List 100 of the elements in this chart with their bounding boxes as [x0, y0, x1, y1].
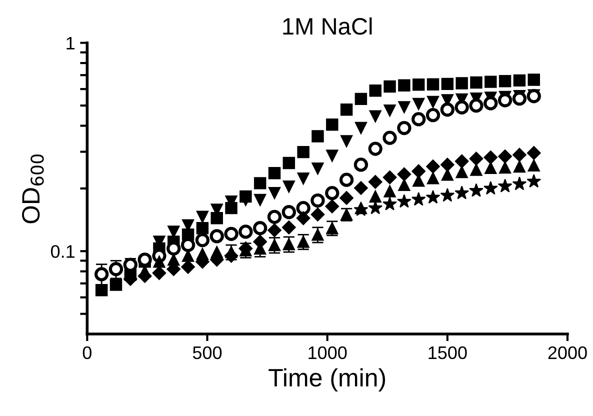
- point: [411, 192, 426, 206]
- point: [340, 191, 354, 205]
- point: [368, 142, 382, 156]
- point: [325, 186, 340, 200]
- point: [440, 188, 455, 202]
- point: [354, 92, 368, 106]
- point: [325, 199, 340, 214]
- point: [95, 284, 108, 296]
- point: [368, 200, 383, 214]
- point: [268, 223, 282, 238]
- y-axis-title: OD$_{600}$: [22, 154, 44, 224]
- point: [397, 194, 412, 208]
- point: [354, 181, 368, 195]
- point: [397, 120, 412, 136]
- point: [326, 150, 338, 162]
- point: [340, 135, 353, 148]
- point: [397, 167, 412, 182]
- point: [470, 164, 482, 176]
- point: [498, 93, 512, 108]
- point: [195, 233, 210, 248]
- point: [354, 158, 368, 172]
- point: [238, 224, 253, 239]
- point: [470, 76, 482, 89]
- point: [297, 146, 310, 158]
- point: [426, 78, 440, 90]
- point: [469, 152, 484, 166]
- point: [498, 178, 512, 192]
- point: [426, 172, 440, 184]
- y-tick-label: 0.1: [50, 245, 74, 258]
- y-tick-label: 1: [66, 36, 74, 50]
- point: [412, 164, 426, 178]
- x-tick-label: 500: [192, 346, 222, 360]
- point: [224, 226, 238, 241]
- point: [456, 166, 468, 178]
- point: [484, 150, 498, 164]
- point: [484, 76, 497, 88]
- point: [454, 100, 469, 114]
- point: [426, 190, 440, 204]
- point: [254, 194, 266, 206]
- point: [526, 146, 541, 160]
- point: [196, 248, 209, 260]
- point: [441, 78, 454, 90]
- point: [210, 246, 223, 258]
- point: [310, 193, 325, 208]
- x-axis-title: Time (min): [268, 368, 386, 392]
- point: [339, 172, 354, 187]
- point: [398, 79, 410, 92]
- point: [382, 130, 397, 145]
- point: [312, 130, 324, 142]
- point: [426, 160, 440, 174]
- point: [498, 149, 512, 164]
- point: [456, 77, 468, 90]
- point: [268, 186, 281, 200]
- point: [340, 104, 353, 116]
- point: [181, 260, 195, 274]
- point: [512, 176, 527, 190]
- point: [196, 222, 209, 234]
- point: [94, 267, 109, 282]
- point: [268, 238, 281, 252]
- point: [513, 160, 526, 173]
- point: [369, 110, 382, 122]
- point: [310, 208, 325, 222]
- point: [426, 96, 440, 108]
- point: [354, 122, 368, 134]
- point: [368, 174, 382, 189]
- point: [512, 148, 526, 162]
- point: [440, 158, 454, 172]
- point: [196, 210, 209, 224]
- x-tick-label: 1500: [428, 346, 467, 360]
- point: [210, 229, 224, 244]
- point: [282, 220, 296, 234]
- point: [296, 200, 310, 216]
- point: [282, 238, 296, 250]
- point: [369, 190, 382, 203]
- point: [513, 74, 526, 87]
- point: [512, 92, 527, 106]
- point: [384, 104, 396, 117]
- point: [268, 166, 281, 180]
- x-tick-label: 2000: [548, 346, 587, 360]
- point: [282, 180, 296, 193]
- point: [253, 221, 268, 236]
- point: [484, 96, 498, 110]
- point: [412, 98, 425, 110]
- point: [312, 162, 324, 175]
- point: [296, 211, 310, 226]
- point: [440, 102, 455, 117]
- point: [498, 75, 512, 88]
- point: [526, 174, 542, 188]
- point: [152, 266, 166, 280]
- point: [412, 112, 426, 126]
- point: [384, 80, 396, 93]
- point: [412, 78, 425, 91]
- chart-title: 1M NaCl: [283, 17, 372, 35]
- point: [426, 108, 440, 122]
- point: [297, 236, 310, 248]
- point: [254, 177, 266, 190]
- point: [469, 183, 484, 197]
- x-tick-label: 1000: [308, 346, 347, 360]
- point: [382, 196, 397, 210]
- point: [153, 256, 166, 268]
